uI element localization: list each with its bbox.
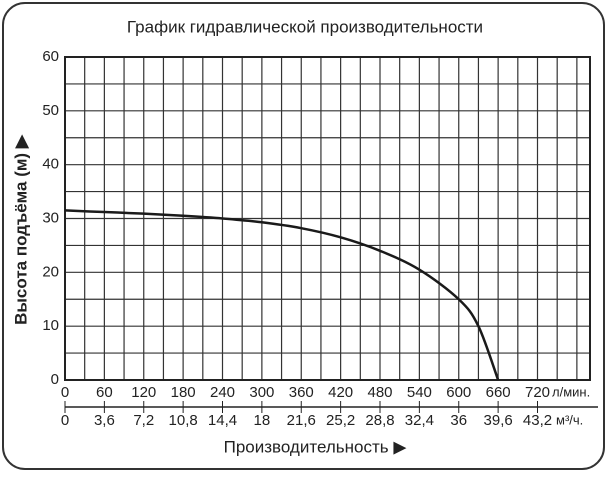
y-tick-label: 50	[42, 102, 59, 119]
x-tick-label: 420	[328, 384, 353, 401]
x2-unit: м³/ч.	[556, 412, 583, 427]
x2-tick-label: 18	[254, 412, 271, 429]
x-tick-label: 480	[367, 384, 392, 401]
x2-tick-label: 10,8	[169, 412, 198, 429]
chart-title: График гидравлической производительности	[127, 17, 483, 36]
x2-tick-label: 43,2	[523, 412, 552, 429]
x2-tick-label: 36	[450, 412, 467, 429]
x2-tick-label: 0	[61, 412, 69, 429]
y-tick-label: 60	[42, 48, 59, 65]
x2-tick-label: 39,6	[484, 412, 513, 429]
y-tick-label: 30	[42, 209, 59, 226]
x-tick-label: 300	[249, 384, 274, 401]
x-unit: л/мин.	[552, 384, 590, 399]
x2-tick-label: 32,4	[405, 412, 434, 429]
x-axis-title: Производительность ▶	[224, 437, 408, 456]
x2-tick-label: 14,4	[208, 412, 237, 429]
x-tick-label: 360	[289, 384, 314, 401]
plot-border	[64, 56, 591, 381]
y-axis-title: Высота подъёма (м) ▶	[11, 134, 30, 325]
y-tick-label: 0	[51, 371, 59, 388]
x-tick-label: 240	[210, 384, 235, 401]
x2-tick-label: 3,6	[94, 412, 115, 429]
y-tick-label: 20	[42, 263, 59, 280]
x2-tick-label: 25,2	[326, 412, 355, 429]
x-tick-label: 600	[446, 384, 471, 401]
x-tick-label: 660	[486, 384, 511, 401]
y-tick-label: 10	[42, 317, 59, 334]
x-tick-label: 0	[61, 384, 69, 401]
x-tick-label: 120	[131, 384, 156, 401]
x-tick-label: 540	[407, 384, 432, 401]
x2-tick-label: 21,6	[287, 412, 316, 429]
performance-curve	[64, 209, 500, 381]
x-tick-label: 60	[96, 384, 113, 401]
x-tick-label: 180	[171, 384, 196, 401]
x-tick-label: 720	[525, 384, 550, 401]
x2-tick-label: 7,2	[133, 412, 154, 429]
x2-tick-label: 28,8	[365, 412, 394, 429]
y-tick-label: 40	[42, 156, 59, 173]
